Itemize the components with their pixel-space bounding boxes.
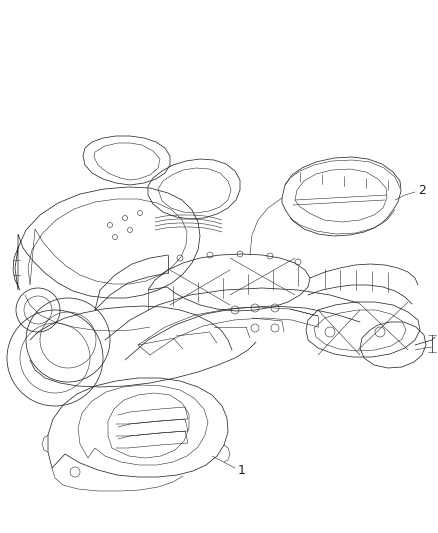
Text: 1: 1 [238,464,246,478]
Text: 2: 2 [418,183,426,197]
